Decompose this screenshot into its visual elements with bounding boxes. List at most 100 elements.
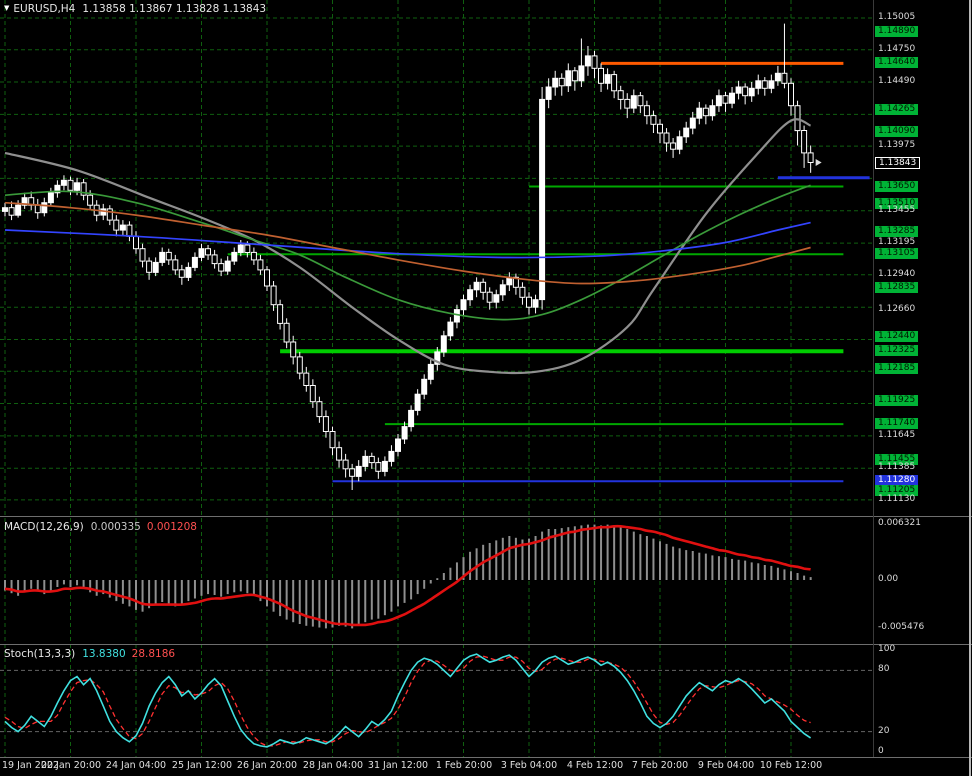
candle-body	[480, 281, 487, 293]
time-axis-label: 28 Jan 04:00	[302, 760, 364, 771]
candle-body	[453, 309, 460, 323]
price-axis-label: 1.13975	[878, 140, 916, 151]
candle-body	[395, 438, 401, 452]
candle-body	[584, 55, 591, 67]
candle-body	[689, 117, 696, 129]
candle-body	[565, 70, 572, 87]
price-axis-label: 1.12660	[878, 303, 916, 314]
candle-body	[421, 378, 428, 395]
price-axis-label: 1.13510	[875, 197, 919, 209]
panel-separators	[0, 0, 972, 758]
ma-orange	[4, 201, 811, 285]
candle-body	[34, 204, 41, 214]
candle-body	[329, 431, 336, 449]
candle-body	[788, 82, 794, 107]
candle-body	[526, 296, 532, 308]
candle-body	[191, 256, 198, 268]
time-axis-label: 10 Feb 12:00	[759, 760, 823, 771]
price-axis-label: 1.11455	[875, 453, 919, 465]
candle-body	[250, 251, 257, 261]
time-axis-label: 4 Feb 12:00	[566, 760, 624, 771]
price-axis: 1.15005 1.14890 1.14750 1.14640 1.14490 1.142…	[875, 0, 972, 776]
candle-body	[801, 130, 808, 154]
price-axis-label: 1.14890	[875, 26, 919, 38]
time-axis-label: 1 Feb 20:00	[435, 760, 493, 771]
stoch-main-line	[4, 653, 812, 748]
candle-body	[237, 244, 244, 253]
candle-body	[244, 244, 251, 253]
candle-body	[133, 235, 139, 250]
candle-body	[558, 77, 565, 87]
chart-symbol-label: ▼ EURUSD,H4 1.13858 1.13867 1.13828 1.1384…	[4, 3, 266, 15]
stoch-main-value: 13.8380	[82, 648, 126, 660]
candle-body	[473, 281, 480, 291]
stoch-name: Stoch(13,3,3)	[4, 648, 76, 660]
candle-body	[336, 447, 343, 461]
candle-body	[80, 182, 87, 196]
candle-body	[67, 179, 74, 191]
price-axis-label: 1.14265	[875, 104, 919, 115]
candle-body	[126, 224, 133, 237]
candle-body	[571, 70, 578, 82]
price-axis-label: 1.13455	[878, 204, 916, 215]
candle-body	[198, 248, 205, 258]
candle-body	[15, 204, 22, 216]
candle-body	[401, 426, 408, 440]
candle-body	[611, 74, 618, 92]
candle-body	[303, 372, 310, 387]
price-axis-label: 1.12940	[878, 268, 916, 279]
macd-name: MACD(12,26,9)	[4, 521, 84, 533]
candle-body	[224, 260, 231, 272]
macd-axis-label: -0.005476	[878, 622, 925, 633]
stoch-axis-label: 0	[878, 746, 884, 756]
candle-body	[257, 259, 264, 271]
candle-body	[807, 152, 814, 163]
candle-body	[729, 92, 735, 104]
candle-body	[427, 363, 434, 380]
price-axis-label: 1.13195	[878, 237, 916, 248]
ohlc-values: 1.13858 1.13867 1.13828 1.13843	[82, 3, 267, 15]
candle-body	[264, 269, 270, 287]
candle-body	[578, 65, 585, 82]
time-axis: 19 Jan 2022 20 Jan 20:00 24 Jan 04:00 25 Ja…	[0, 759, 972, 776]
candle-body	[696, 107, 703, 119]
ma-green	[4, 184, 811, 321]
chart-dropdown-icon[interactable]: ▼	[4, 4, 10, 12]
macd-main-value: 0.000335	[90, 521, 141, 533]
candle-body	[735, 86, 742, 94]
price-axis-label: 1.14090	[875, 125, 919, 137]
candle-body	[231, 251, 238, 262]
price-axis-label: 1.11740	[875, 418, 919, 430]
candle-body	[755, 80, 762, 89]
candle-body	[349, 468, 356, 477]
candle-body	[205, 248, 211, 256]
candle-body	[316, 401, 323, 418]
candle-body	[362, 455, 369, 467]
grid-layer	[0, 0, 873, 757]
candle-body	[624, 98, 631, 109]
macd-axis-label: 0.006321	[878, 518, 921, 529]
last-price-marker	[815, 159, 822, 167]
candle-body	[591, 55, 598, 69]
candle-body	[146, 260, 153, 273]
stoch-axis-label: 20	[878, 725, 890, 736]
price-axis-label: 1.13650	[875, 180, 919, 192]
candle-body	[414, 393, 421, 411]
stoch-axis-label: 80	[878, 664, 890, 675]
candle-body	[74, 182, 80, 191]
candle-body	[8, 207, 15, 216]
candle-body	[408, 409, 415, 428]
candle-body	[277, 304, 284, 324]
stoch-signal-value: 28.8186	[131, 648, 176, 660]
price-axis-label: 1.14640	[875, 57, 919, 69]
ma-layer	[4, 118, 812, 375]
price-axis-label: 1.13285	[875, 225, 919, 237]
macd-indicator-label: MACD(12,26,9) 0.000335 0.001208	[4, 521, 197, 533]
candle-body	[774, 72, 781, 82]
stoch-signal-line	[4, 655, 811, 747]
candle-body	[2, 207, 8, 212]
candle-body	[604, 74, 611, 84]
price-axis-label: 1.13105	[875, 248, 919, 260]
